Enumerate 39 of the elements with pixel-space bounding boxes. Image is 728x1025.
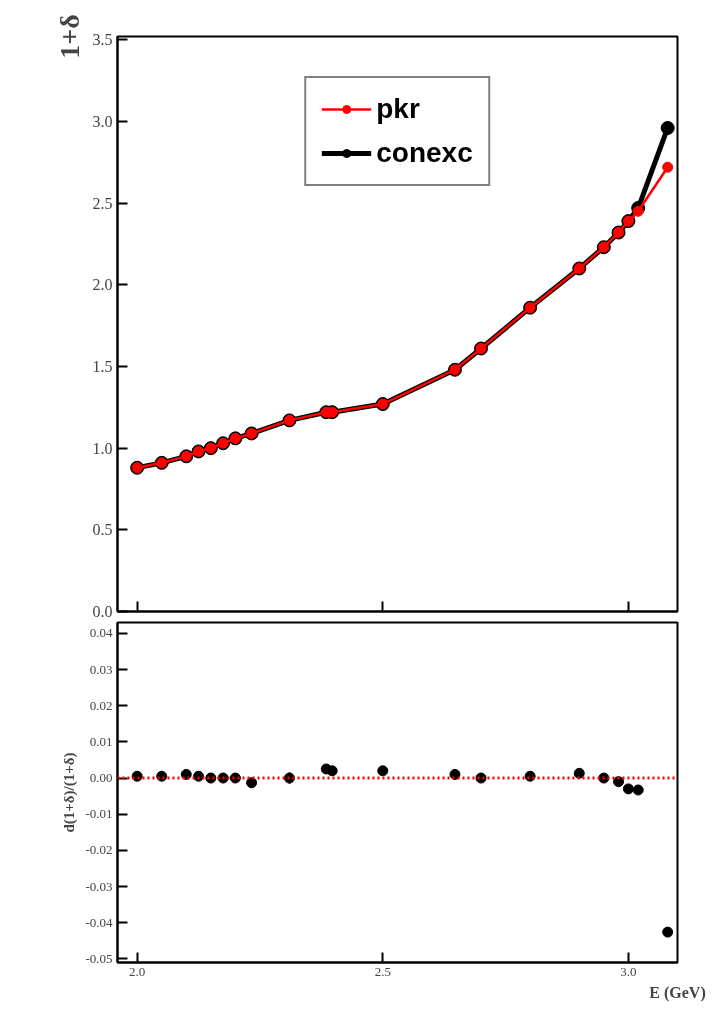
point	[632, 205, 644, 217]
point	[613, 776, 625, 788]
y-tick-label: 0.00	[89, 770, 113, 786]
point	[632, 784, 644, 796]
point	[573, 767, 585, 779]
point	[662, 161, 674, 173]
y-tick-label: 0.5	[92, 521, 113, 539]
point	[660, 120, 675, 135]
y-tick-label: -0.04	[85, 914, 113, 930]
y-tick-label: 2.0	[92, 276, 113, 294]
point	[662, 926, 674, 938]
x-tick-label: 3.0	[620, 963, 637, 979]
point	[377, 765, 389, 777]
point	[622, 783, 634, 795]
y-tick-label: 1.0	[92, 439, 113, 457]
y-tick-label: -0.03	[85, 878, 113, 894]
x-tick-label: 2.5	[374, 963, 391, 979]
y-tick-label: 0.03	[89, 661, 113, 677]
y-tick-label: 2.5	[92, 194, 113, 212]
y-tick-label: 0.02	[89, 697, 113, 713]
y-tick-label: -0.01	[85, 806, 113, 822]
point	[246, 777, 258, 789]
y-tick-label: 0.0	[92, 603, 113, 620]
y-axis-title: 1+δ	[53, 14, 85, 59]
y-tick-label: 3.0	[92, 112, 113, 130]
y-tick-label: -0.05	[85, 950, 113, 966]
point	[449, 768, 461, 780]
legend-label: conexc	[376, 137, 473, 169]
y-tick-label: 0.04	[89, 625, 113, 641]
legend-label: pkr	[376, 93, 420, 125]
point	[180, 768, 192, 780]
x-tick-label: 2.0	[129, 963, 146, 979]
y-tick-label: 1.5	[92, 357, 113, 375]
point	[326, 765, 338, 777]
y-tick-label: 3.5	[92, 31, 113, 49]
y-tick-label: -0.02	[85, 842, 113, 858]
y-axis-title: d(1+δ)/(1+δ)	[61, 752, 79, 833]
x-axis-title: E (GeV)	[649, 983, 706, 1002]
y-tick-label: 0.01	[89, 733, 113, 749]
